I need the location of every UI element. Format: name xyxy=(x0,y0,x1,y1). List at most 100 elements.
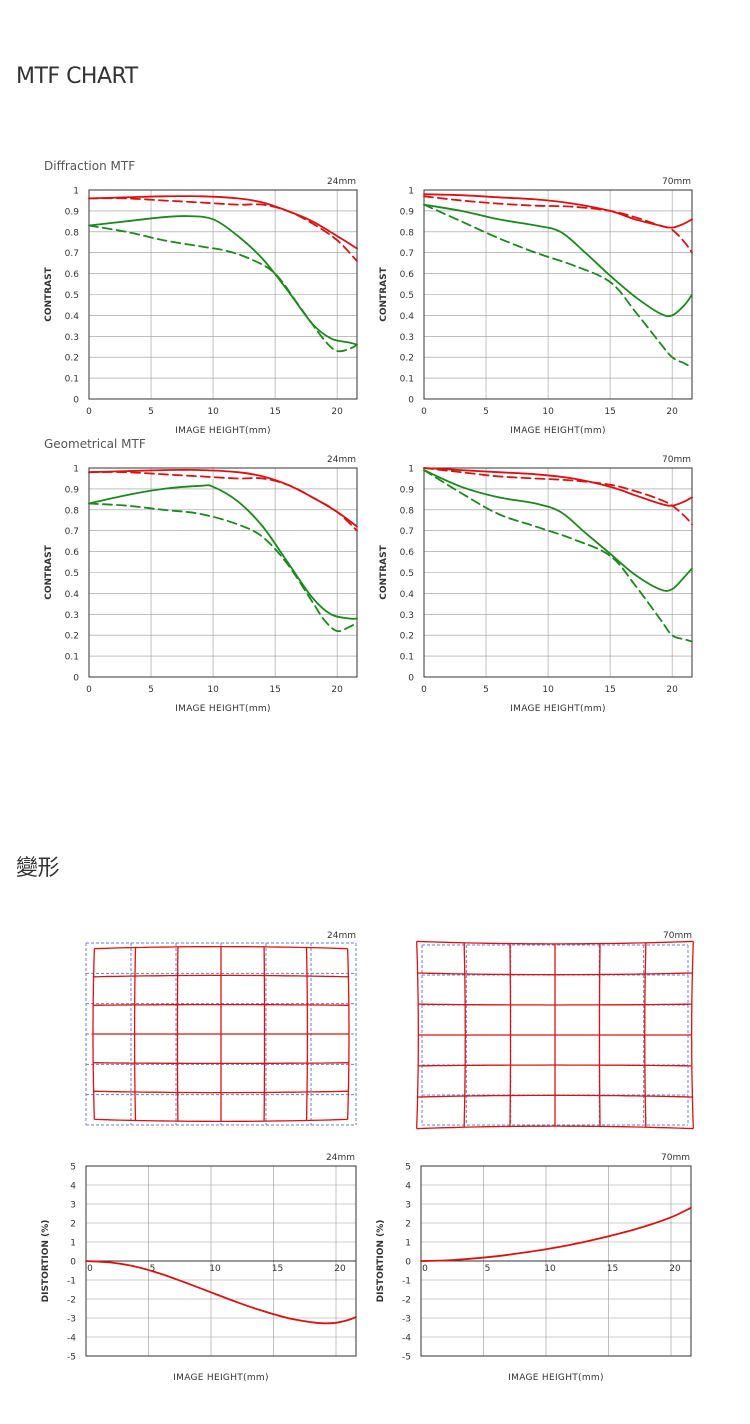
y-tick-label: 0.1 xyxy=(400,653,414,663)
series-sagittal-dashed xyxy=(423,195,693,254)
y-tick-label: 0.8 xyxy=(65,228,80,238)
y-tick-label: -3 xyxy=(402,1315,411,1325)
focal-length-label: 70mm xyxy=(662,455,691,465)
y-tick-label: 0.6 xyxy=(400,270,415,280)
mtf-chart-title: MTF CHART xyxy=(16,64,138,89)
x-axis-label: IMAGE HEIGHT(mm) xyxy=(508,1373,604,1383)
y-tick-label: 0.2 xyxy=(65,354,79,364)
series-sagittal-dashed xyxy=(88,471,358,532)
y-tick-label: 0.4 xyxy=(65,590,80,600)
diffraction-mtf-title: Diffraction MTF xyxy=(44,159,136,173)
y-tick-label: 0.5 xyxy=(65,291,79,301)
y-tick-label: -4 xyxy=(67,1334,76,1344)
focal-length-label: 24mm xyxy=(327,931,356,941)
y-tick-label: 0.9 xyxy=(65,207,80,217)
x-tick-label: 0 xyxy=(87,1264,93,1274)
x-tick-label: 10 xyxy=(542,407,554,417)
distorted-gridline-h xyxy=(93,1090,349,1094)
y-tick-label: 1 xyxy=(70,1239,76,1249)
y-axis-label: CONTRAST xyxy=(44,266,54,321)
y-tick-label: 4 xyxy=(70,1182,76,1192)
y-tick-label: 0.9 xyxy=(400,485,415,495)
x-tick-label: 10 xyxy=(544,1264,556,1274)
series-sagittal-dashed xyxy=(88,197,358,262)
distortion-grid-70mm: 70mm xyxy=(416,931,694,1130)
y-tick-label: 1 xyxy=(73,465,79,475)
x-tick-label: 0 xyxy=(86,685,92,695)
y-tick-label: 0.4 xyxy=(400,590,415,600)
y-tick-label: 2 xyxy=(70,1220,76,1230)
y-tick-label: 0.7 xyxy=(400,249,414,259)
y-tick-label: 1 xyxy=(408,465,414,475)
y-tick-label: 0.3 xyxy=(65,611,79,621)
distorted-gridline-h xyxy=(93,1003,349,1006)
series-meridional-dashed xyxy=(88,502,358,633)
distorted-gridline-h xyxy=(94,945,348,950)
x-tick-label: 0 xyxy=(421,685,427,695)
x-axis-label: IMAGE HEIGHT(mm) xyxy=(510,704,606,714)
x-tick-label: 0 xyxy=(86,407,92,417)
geometrical-24mm-chart: 00.10.20.30.40.50.60.70.80.910 5 10 15 2024m… xyxy=(44,455,358,714)
x-tick-label: 15 xyxy=(269,685,280,695)
y-tick-label: 0.6 xyxy=(400,548,415,558)
y-tick-label: 1 xyxy=(73,187,79,197)
y-tick-label: 0.3 xyxy=(65,333,79,343)
distorted-gridline-h xyxy=(94,1118,348,1123)
series-sagittal-dashed xyxy=(423,467,693,526)
x-axis-label: IMAGE HEIGHT(mm) xyxy=(175,426,271,436)
plot-frame xyxy=(88,467,358,678)
y-tick-label: 5 xyxy=(405,1163,411,1173)
series-distortion xyxy=(420,1206,692,1262)
x-tick-label: 5 xyxy=(150,1264,156,1274)
series-meridional-solid xyxy=(423,203,693,318)
y-tick-label: 3 xyxy=(405,1201,411,1211)
series-sagittal-solid xyxy=(423,467,693,507)
x-tick-label: 20 xyxy=(334,1264,346,1274)
distorted-gridline-v xyxy=(690,941,694,1129)
x-tick-label: 15 xyxy=(607,1264,618,1274)
distorted-gridline-h xyxy=(93,974,349,978)
y-tick-label: 0.6 xyxy=(65,548,80,558)
y-tick-label: 0.4 xyxy=(65,312,80,322)
distorted-gridline-h xyxy=(416,1125,694,1130)
y-tick-label: 1 xyxy=(408,187,414,197)
y-tick-label: 2 xyxy=(405,1220,411,1230)
distorted-gridline-v xyxy=(416,941,420,1129)
y-tick-label: -1 xyxy=(402,1277,411,1287)
y-tick-label: 0.7 xyxy=(400,527,414,537)
y-tick-label: 0.9 xyxy=(400,207,415,217)
series-meridional-dashed xyxy=(423,203,693,369)
x-tick-label: 15 xyxy=(269,407,280,417)
distorted-gridline-h xyxy=(418,1064,692,1067)
x-tick-label: 20 xyxy=(666,685,678,695)
x-tick-label: 10 xyxy=(207,407,219,417)
y-tick-label: 0.2 xyxy=(65,632,79,642)
x-tick-label: 10 xyxy=(207,685,219,695)
focal-length-label: 70mm xyxy=(663,931,692,941)
y-tick-label: 0.2 xyxy=(400,632,414,642)
plot-frame xyxy=(423,467,693,678)
distorted-gridline-h xyxy=(417,972,693,976)
y-tick-label: 0.8 xyxy=(400,228,415,238)
focal-length-label: 70mm xyxy=(661,1153,690,1163)
distortion-title: 變形 xyxy=(16,856,60,881)
x-axis-label: IMAGE HEIGHT(mm) xyxy=(173,1373,269,1383)
y-tick-label: 0.9 xyxy=(65,485,80,495)
x-tick-label: 5 xyxy=(148,685,154,695)
y-axis-label: CONTRAST xyxy=(44,544,54,599)
x-tick-label: 15 xyxy=(272,1264,283,1274)
y-tick-label: 0 xyxy=(408,674,414,684)
x-tick-label: 20 xyxy=(669,1264,681,1274)
y-tick-label: 0.8 xyxy=(65,506,80,516)
series-meridional-dashed xyxy=(88,224,358,353)
distortion-70mm-chart: -5 -4 -3 -2 -1 0 1 2 3 4 5 0 5 10 15 20 70mm IMAGE HEIGHT… xyxy=(376,1153,692,1383)
y-tick-label: 0 xyxy=(73,396,79,406)
x-tick-label: 5 xyxy=(485,1264,491,1274)
x-axis-label: IMAGE HEIGHT(mm) xyxy=(510,426,606,436)
x-tick-label: 5 xyxy=(148,407,154,417)
y-tick-label: 3 xyxy=(70,1201,76,1211)
y-axis-label: CONTRAST xyxy=(379,266,389,321)
y-tick-label: 0.8 xyxy=(400,506,415,516)
focal-length-label: 70mm xyxy=(662,177,691,187)
